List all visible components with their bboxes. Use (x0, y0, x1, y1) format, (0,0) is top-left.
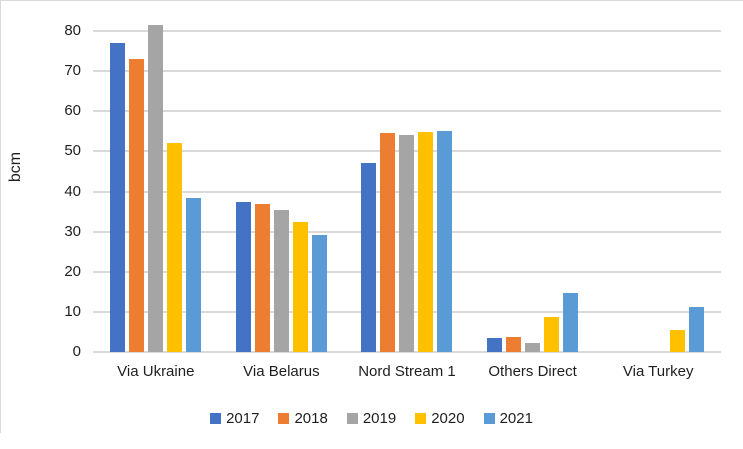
x-category-label: Via Belarus (243, 363, 320, 380)
bar-2021-via-ukraine (186, 197, 202, 352)
legend-swatch-2021 (483, 413, 495, 424)
legend-label: 2018 (294, 410, 328, 427)
x-category-label: Nord Stream 1 (358, 363, 456, 380)
frame-top-border (0, 0, 743, 1)
bar-2018-via-ukraine (129, 59, 145, 352)
legend-item-2017: 2017 (210, 410, 259, 427)
bar-group-nord-stream-1 (344, 14, 470, 352)
bar-2020-others-direct (544, 316, 560, 352)
bar-2021-via-belarus (311, 234, 327, 352)
bar-2017-nord-stream-1 (361, 163, 377, 352)
y-tick-label: 40 (64, 182, 81, 200)
legend-label: 2021 (499, 410, 533, 427)
y-tick-label: 10 (64, 302, 81, 320)
x-category-label: Via Turkey (622, 363, 694, 380)
bar-group-via-turkey (595, 14, 721, 352)
legend-swatch-2018 (278, 413, 290, 424)
bar-2018-others-direct (506, 337, 522, 352)
x-category-label: Via Ukraine (117, 363, 195, 380)
legend-swatch-2019 (346, 413, 358, 424)
bar-2019-nord-stream-1 (399, 134, 415, 352)
bar-2019-via-ukraine (148, 24, 164, 352)
bar-2020-via-ukraine (167, 143, 183, 352)
y-tick-label: 80 (64, 22, 81, 39)
legend-swatch-2017 (210, 413, 222, 424)
bar-2018-nord-stream-1 (380, 132, 396, 352)
x-category-label: Others Direct (488, 363, 577, 380)
bar-group-via-ukraine (93, 14, 219, 352)
gridline (93, 70, 721, 73)
plot-area (93, 14, 721, 353)
bar-2021-others-direct (563, 293, 579, 352)
legend-swatch-2020 (415, 413, 427, 424)
gridline (93, 110, 721, 113)
legend: 2017 2018 2019 2020 2021 (0, 410, 743, 427)
bar-2020-nord-stream-1 (418, 131, 434, 352)
y-tick-label: 30 (64, 222, 81, 240)
bar-2021-via-turkey (688, 306, 704, 352)
gridline (93, 351, 721, 353)
legend-item-2021: 2021 (483, 410, 533, 427)
bar-2017-others-direct (487, 338, 503, 352)
bar-2018-via-belarus (254, 203, 270, 352)
bar-2019-others-direct (525, 342, 541, 352)
y-axis-tick-labels: 0 10 20 30 40 50 60 70 80 (0, 0, 81, 449)
x-axis-category-labels: Via Ukraine Via Belarus Nord Stream 1 Other… (93, 361, 721, 383)
bar-2021-nord-stream-1 (437, 130, 453, 352)
legend-label: 2017 (226, 410, 260, 427)
bar-2020-via-belarus (292, 221, 308, 352)
bar-2019-via-belarus (273, 209, 289, 352)
y-tick-label: 70 (64, 62, 81, 80)
legend-item-2018: 2018 (278, 410, 328, 427)
bar-group-others-direct (470, 14, 596, 352)
bar-group-via-belarus (219, 14, 345, 352)
bar-2020-via-turkey (669, 330, 685, 352)
frame-left-border (0, 0, 1, 433)
legend-label: 2020 (431, 410, 465, 427)
bar-2017-via-ukraine (110, 43, 126, 352)
y-tick-label: 0 (72, 343, 81, 360)
y-tick-label: 50 (64, 142, 81, 160)
y-tick-label: 20 (64, 262, 81, 280)
bar-2017-via-belarus (235, 202, 251, 352)
legend-label: 2019 (362, 410, 397, 427)
gridline (93, 30, 721, 32)
legend-item-2020: 2020 (415, 410, 465, 427)
legend-item-2019: 2019 (346, 410, 397, 427)
y-tick-label: 60 (64, 102, 81, 120)
